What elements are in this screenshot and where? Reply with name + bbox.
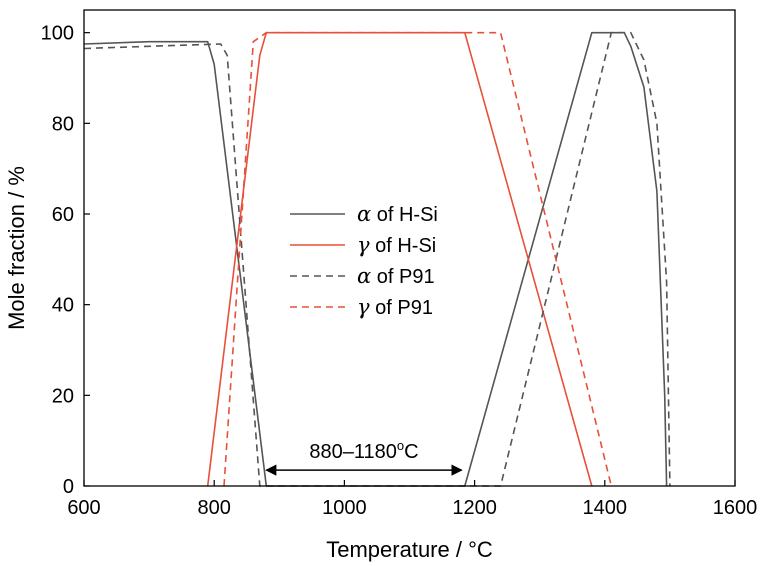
legend-entry-1: γ of H-Si xyxy=(357,233,436,257)
x-axis-title: Temperature / °C xyxy=(326,537,493,562)
legend-entry-0: α of H-Si xyxy=(357,202,438,226)
x-tick-label: 1000 xyxy=(322,497,367,519)
y-tick-label: 40 xyxy=(52,295,74,317)
x-tick-label: 800 xyxy=(198,497,231,519)
x-tick-label: 1600 xyxy=(713,497,758,519)
legend-entry-2: α of P91 xyxy=(357,264,435,288)
y-tick-label: 100 xyxy=(41,23,74,45)
x-tick-label: 1200 xyxy=(452,497,497,519)
x-tick-label: 600 xyxy=(67,497,100,519)
plot-frame xyxy=(83,9,736,487)
y-tick-label: 60 xyxy=(52,204,74,226)
legend-entry-3: γ of P91 xyxy=(357,295,433,319)
y-tick-label: 80 xyxy=(52,113,74,135)
series-line-3 xyxy=(223,31,613,487)
y-axis-title: Mole fraction / % xyxy=(4,166,29,330)
series-line-0 xyxy=(83,31,668,487)
annotation: 880–1180oC xyxy=(265,438,463,476)
ticks-layer: 600 800 1000 1200 1400 1600 0 20 40 60 80 100 xyxy=(41,23,758,519)
y-tick-label: 0 xyxy=(63,476,74,498)
y-tick-label: 20 xyxy=(52,385,74,407)
x-tick-label: 1400 xyxy=(583,497,628,519)
series-layer xyxy=(83,31,671,487)
series-line-2 xyxy=(83,31,671,487)
legend: α of H-Si γ of H-Si α of P91 γ of P91 xyxy=(290,202,438,319)
range-label: 880–1180oC xyxy=(309,438,418,463)
series-line-1 xyxy=(206,31,593,487)
